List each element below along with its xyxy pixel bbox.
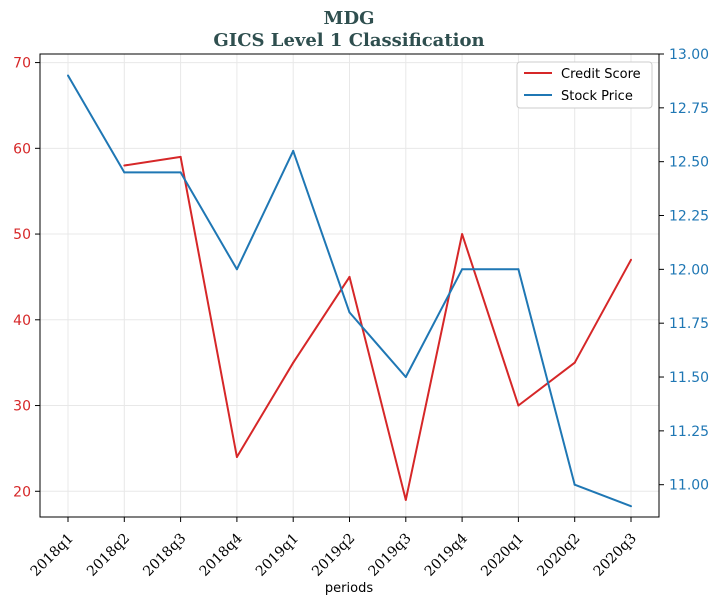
legend-label-stock-price: Stock Price	[561, 89, 633, 104]
x-tick-label: 2018q2	[84, 531, 133, 580]
x-tick-label: 2020q3	[591, 531, 640, 580]
left-y-tick-label: 40	[13, 313, 31, 329]
data-point-stock-price	[573, 483, 576, 486]
data-point-credit-score	[630, 258, 632, 261]
series-line-credit-score	[124, 155, 632, 501]
x-tick-label: 2020q1	[478, 531, 527, 580]
data-point-stock-price	[348, 311, 351, 314]
left-y-tick-label: 60	[13, 141, 31, 157]
chart-title: MDG	[324, 8, 375, 29]
data-point-stock-price	[292, 149, 295, 152]
x-axis-label: periods	[325, 581, 373, 596]
data-point-credit-score	[573, 361, 576, 364]
data-point-credit-score	[517, 404, 520, 407]
data-point-stock-price	[630, 505, 632, 508]
chart-subtitle: GICS Level 1 Classification	[213, 30, 484, 51]
left-y-tick-label: 70	[13, 56, 31, 72]
legend: Credit Score Stock Price	[516, 61, 653, 109]
data-point-stock-price	[123, 171, 126, 174]
x-tick-label: 2019q1	[253, 531, 302, 580]
right-y-tick-label: 12.50	[669, 155, 709, 171]
data-point-stock-price	[67, 74, 69, 77]
data-point-credit-score	[404, 498, 407, 501]
data-point-stock-price	[461, 268, 464, 271]
data-point-credit-score	[235, 456, 238, 458]
legend-label-credit-score: Credit Score	[561, 67, 641, 82]
x-axis: 2018q1 2018q2 2018q3 2018q4 2019q1 2019q2 2019…	[28, 517, 640, 580]
grid	[40, 54, 659, 517]
right-y-tick-label: 11.50	[669, 370, 709, 386]
left-y-tick-label: 30	[13, 399, 31, 415]
data-point-credit-score	[123, 164, 126, 167]
data-point-stock-price	[179, 171, 182, 174]
right-y-axis: 11.00 11.25 11.50 11.75 12.00 12.25 12.50 12.75…	[659, 47, 709, 494]
data-point-credit-score	[292, 361, 295, 364]
x-tick-label: 2018q1	[28, 531, 77, 580]
right-y-tick-label: 12.25	[669, 209, 709, 225]
right-y-tick-label: 11.00	[669, 478, 709, 494]
x-tick-label: 2019q2	[309, 531, 358, 580]
x-tick-label: 2019q4	[422, 530, 471, 579]
data-point-stock-price	[235, 268, 238, 271]
series-layer	[67, 74, 632, 508]
right-y-tick-label: 13.00	[669, 47, 709, 63]
data-point-credit-score	[179, 155, 182, 158]
data-point-stock-price	[517, 268, 520, 271]
data-point-stock-price	[404, 376, 407, 378]
data-point-credit-score	[461, 233, 464, 236]
right-y-tick-label: 11.75	[669, 316, 709, 332]
left-y-tick-label: 50	[13, 227, 31, 243]
left-y-tick-label: 20	[13, 484, 31, 500]
right-y-tick-label: 12.75	[669, 101, 709, 117]
x-tick-label: 2018q4	[197, 530, 246, 579]
x-tick-label: 2018q3	[140, 531, 189, 580]
right-y-tick-label: 12.00	[669, 262, 709, 278]
right-y-tick-label: 11.25	[669, 424, 709, 440]
x-tick-label: 2019q3	[365, 531, 414, 580]
data-point-credit-score	[348, 275, 351, 278]
left-y-axis: 20 30 40 50 60 70	[13, 56, 40, 500]
x-tick-label: 2020q2	[534, 531, 583, 580]
